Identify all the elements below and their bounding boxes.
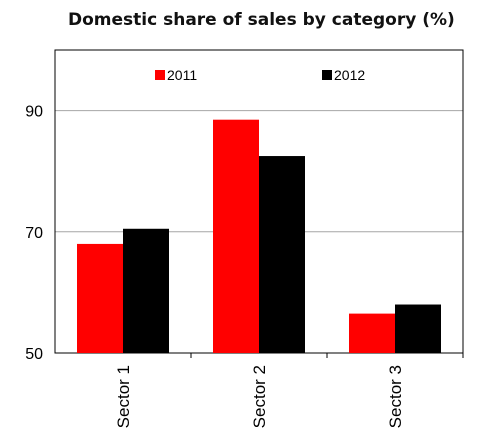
legend-label: 2011 xyxy=(167,67,197,83)
plot-area: 50 70 90 Sector 1 Sector 2 Sector 3 2011 2012 xyxy=(25,49,464,428)
bar xyxy=(259,156,305,353)
legend-swatch xyxy=(155,70,165,80)
x-tick-label: Sector 2 xyxy=(250,365,269,428)
bar xyxy=(395,304,441,353)
legend-swatch xyxy=(322,70,332,80)
x-tick-label: Sector 1 xyxy=(114,365,133,428)
bar xyxy=(123,228,169,353)
y-tick-label: 50 xyxy=(25,346,43,363)
legend-label: 2012 xyxy=(334,67,365,83)
chart-title: Domestic share of sales by category (%) xyxy=(68,10,455,30)
bar xyxy=(349,313,395,353)
bar xyxy=(77,243,123,353)
bar xyxy=(213,119,259,353)
y-tick-label: 70 xyxy=(25,225,43,242)
y-tick-label: 90 xyxy=(25,104,43,121)
x-tick-label: Sector 3 xyxy=(386,365,405,428)
